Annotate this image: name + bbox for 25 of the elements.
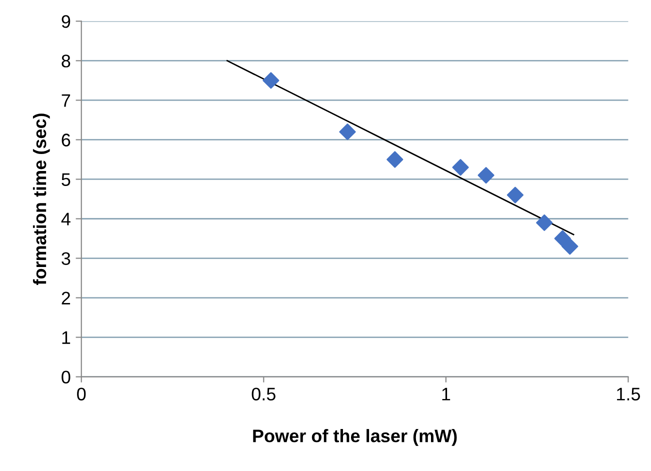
y-tick-label: 4 [61,212,70,226]
point [339,124,356,140]
x-tick-label: 1.5 [617,388,640,400]
y-tick-label: 0 [62,370,70,384]
y-tick-label: 2 [62,292,70,304]
y-tick-label: 8 [62,54,70,68]
point [478,166,494,184]
y-tick-label: 1 [62,331,70,344]
y-tick-label: 5 [62,173,70,186]
y-axis-title: formation time (sec) [32,114,50,285]
point [262,72,280,89]
y-tick-label: 6 [62,134,70,146]
x-axis-title: Power of the laser (mW) [253,429,457,446]
y-tick-label: 9 [62,15,70,28]
x-tick-label: 0.5 [252,388,276,400]
x-tick-label: 0 [77,388,86,400]
x-tick-label: 1 [442,388,450,400]
point [562,238,578,255]
point [506,186,524,204]
point [452,159,469,176]
point [536,214,553,232]
point [386,151,404,168]
y-tick-label: 3 [62,252,70,265]
point [554,230,571,247]
y-tick-label: 7 [62,94,70,107]
